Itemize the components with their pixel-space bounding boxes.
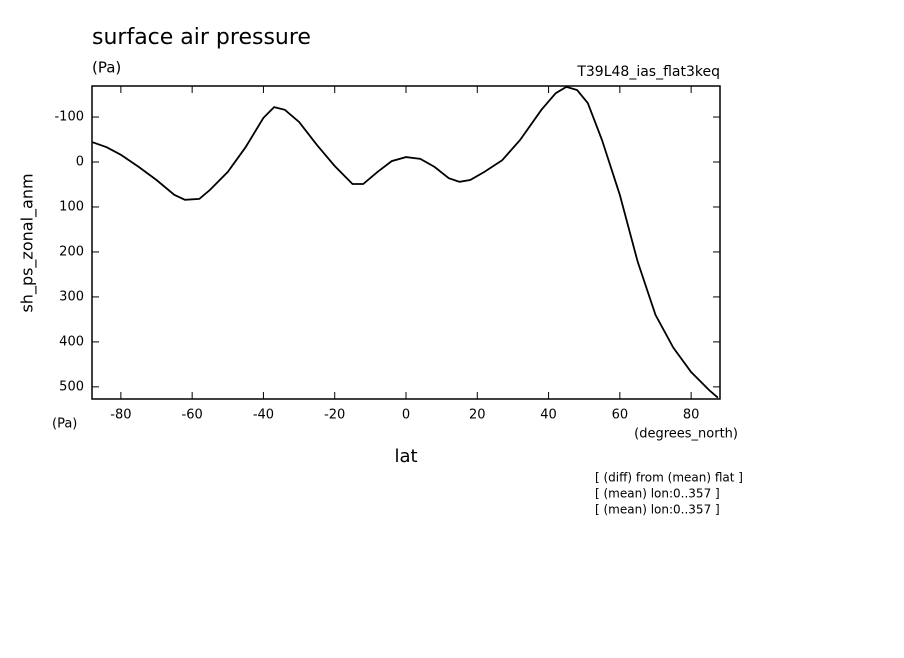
run-label: T39L48_ias_flat3keq (576, 64, 720, 80)
x-units: (degrees_north) (634, 427, 738, 442)
x-tick-label: -40 (253, 408, 274, 423)
x-tick-label: 80 (683, 408, 700, 423)
y-tick-label: 100 (59, 199, 84, 214)
y-tick-label: 300 (59, 289, 84, 304)
y-tick-label: -100 (54, 110, 84, 125)
data-line (92, 85, 719, 399)
x-tick-label: -60 (182, 408, 203, 423)
y-tick-label: 400 (59, 334, 84, 349)
y-tick-label: 200 (59, 244, 84, 259)
y-axis-label: sh_ps_zonal_anm (18, 173, 38, 312)
annotation: [ (mean) lon:0..357 ] (595, 487, 720, 501)
x-tick-label: 0 (402, 408, 410, 423)
annotation: [ (mean) lon:0..357 ] (595, 503, 720, 517)
x-tick-label: 60 (612, 408, 629, 423)
y-tick-label: 0 (76, 155, 84, 170)
x-tick-label: -20 (324, 408, 345, 423)
subtitle: (Pa) (92, 59, 121, 77)
y-units: (Pa) (52, 417, 77, 432)
x-tick-label: 40 (540, 408, 557, 423)
x-tick-label: -80 (110, 408, 131, 423)
annotation: [ (diff) from (mean) flat ] (595, 471, 743, 485)
x-axis-label: lat (394, 446, 417, 467)
x-tick-label: 20 (469, 408, 486, 423)
chart-title: surface air pressure (92, 25, 311, 50)
plot-frame (91, 85, 721, 400)
y-tick-label: 500 (59, 379, 84, 394)
